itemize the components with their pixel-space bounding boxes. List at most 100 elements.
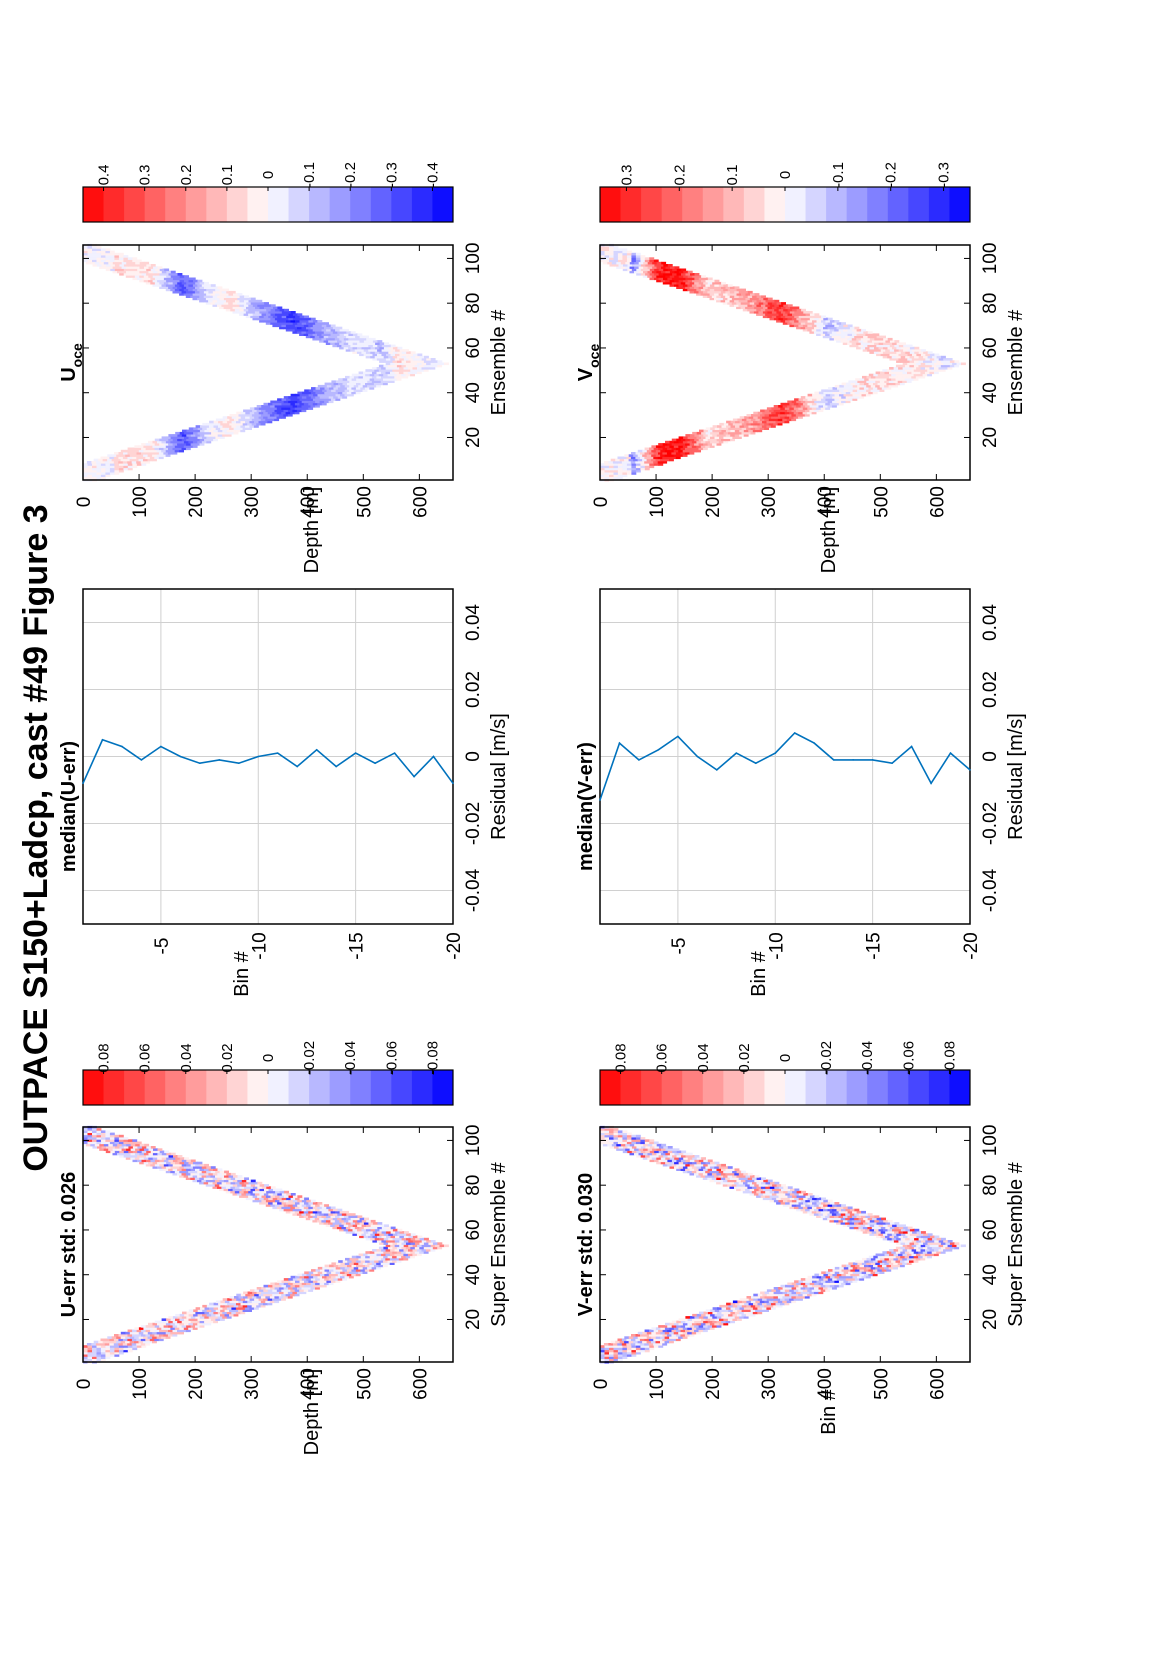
heatmap-cell bbox=[796, 1204, 802, 1207]
heatmap-cell bbox=[377, 340, 383, 343]
heatmap-cell bbox=[346, 387, 352, 390]
heatmap-cell bbox=[675, 456, 681, 460]
heatmap-cell bbox=[931, 1246, 937, 1250]
heatmap-cell bbox=[823, 1273, 829, 1277]
heatmap-cell bbox=[199, 1172, 205, 1176]
heatmap-cell bbox=[941, 1237, 946, 1241]
median-point bbox=[276, 752, 279, 754]
heatmap-cell bbox=[621, 1343, 627, 1346]
heatmap-cell bbox=[662, 1325, 668, 1328]
heatmap-cell bbox=[344, 1266, 350, 1270]
heatmap-cell bbox=[100, 476, 106, 480]
heatmap-cell bbox=[107, 458, 112, 462]
heatmap-cell bbox=[794, 1202, 799, 1205]
heatmap-cell bbox=[150, 1163, 156, 1167]
heatmap-cell bbox=[275, 1195, 280, 1198]
heatmap-cell bbox=[827, 1204, 833, 1207]
heatmap-cell bbox=[765, 1195, 770, 1198]
heatmap-cell bbox=[694, 1172, 699, 1176]
heatmap-cell bbox=[166, 436, 171, 439]
heatmap-cell bbox=[829, 402, 835, 406]
heatmap-cell bbox=[117, 1148, 122, 1151]
heatmap-cell bbox=[310, 391, 316, 395]
heatmap-cell bbox=[743, 1172, 749, 1176]
heatmap-cell bbox=[380, 375, 386, 379]
heatmap-cell bbox=[648, 461, 654, 464]
heatmap-cell bbox=[729, 1181, 735, 1185]
heatmap-cell bbox=[428, 1242, 434, 1245]
heatmap-cell bbox=[197, 1175, 202, 1178]
heatmap-cell bbox=[794, 1280, 799, 1283]
heatmap-cell bbox=[257, 299, 263, 303]
heatmap-cell bbox=[127, 1139, 133, 1142]
heatmap-cell bbox=[804, 409, 810, 413]
heatmap-cell bbox=[92, 246, 97, 249]
heatmap-cell bbox=[635, 452, 641, 455]
heatmap-cell bbox=[136, 1141, 142, 1145]
heatmap-cell bbox=[235, 1181, 240, 1185]
heatmap-cell bbox=[359, 1226, 365, 1230]
heatmap-cell bbox=[636, 1155, 642, 1158]
heatmap-cell bbox=[219, 436, 225, 439]
heatmap-cell bbox=[370, 1224, 376, 1227]
heatmap-cell bbox=[663, 1146, 669, 1149]
heatmap-cell bbox=[256, 1300, 262, 1304]
heatmap-cell bbox=[250, 302, 256, 305]
heatmap-cell bbox=[878, 1224, 884, 1227]
heatmap-cell bbox=[365, 1264, 370, 1268]
heatmap-cell bbox=[769, 1199, 775, 1203]
heatmap-cell bbox=[294, 1284, 300, 1288]
heatmap-cell bbox=[274, 418, 280, 422]
heatmap-cell bbox=[741, 431, 747, 435]
heatmap-cell bbox=[834, 1280, 840, 1283]
heatmap-cell bbox=[834, 398, 840, 401]
heatmap-cell bbox=[622, 1137, 628, 1140]
heatmap-cell bbox=[730, 1311, 736, 1315]
heatmap-cell bbox=[299, 407, 305, 410]
heatmap-cell bbox=[694, 434, 700, 437]
heatmap-cell bbox=[392, 351, 398, 354]
heatmap-cell bbox=[655, 454, 661, 457]
heatmap-cell bbox=[816, 1280, 822, 1283]
heatmap-cell bbox=[746, 1304, 752, 1308]
colorbar-swatch bbox=[83, 1070, 104, 1105]
heatmap-cell bbox=[740, 1179, 746, 1183]
heatmap-cell bbox=[146, 264, 152, 267]
heatmap-cell bbox=[680, 1163, 686, 1167]
heatmap-cell bbox=[231, 1307, 237, 1310]
heatmap-cell bbox=[306, 400, 311, 404]
heatmap-cell bbox=[369, 387, 375, 390]
heatmap-cell bbox=[613, 1137, 619, 1140]
heatmap-cell bbox=[421, 362, 427, 366]
heatmap-cell bbox=[643, 1148, 648, 1151]
heatmap-cell bbox=[139, 261, 145, 265]
heatmap-cell bbox=[630, 1343, 636, 1346]
heatmap-cell bbox=[836, 396, 842, 399]
heatmap-cell bbox=[841, 400, 846, 404]
heatmap-cell bbox=[353, 1262, 359, 1265]
heatmap-cell bbox=[667, 1150, 673, 1154]
heatmap-cell bbox=[631, 469, 637, 473]
heatmap-cell bbox=[825, 1275, 831, 1279]
heatmap-cell bbox=[154, 277, 160, 281]
heatmap-cell bbox=[254, 407, 260, 410]
heatmap-cell bbox=[359, 344, 365, 348]
heatmap-cell bbox=[809, 1195, 815, 1198]
heatmap-cell bbox=[96, 1132, 102, 1136]
colorbar-tick-label: 0.06 bbox=[137, 1043, 154, 1072]
heatmap-cell bbox=[879, 1266, 885, 1270]
depth-tick-label: 200 bbox=[703, 1368, 724, 1400]
heatmap-cell bbox=[174, 288, 180, 292]
heatmap-cell bbox=[266, 1190, 272, 1194]
heatmap-cell bbox=[666, 1338, 672, 1342]
heatmap-cell bbox=[267, 416, 273, 419]
heatmap-cell bbox=[787, 1287, 792, 1290]
heatmap-cell bbox=[669, 449, 675, 453]
heatmap-cell bbox=[301, 326, 307, 330]
heatmap-cell bbox=[222, 420, 228, 424]
heatmap-cell bbox=[365, 378, 370, 381]
heatmap-cell bbox=[259, 1202, 264, 1205]
heatmap-cell bbox=[179, 431, 185, 435]
heatmap-cell bbox=[699, 429, 704, 433]
heatmap-cell bbox=[328, 1222, 333, 1225]
